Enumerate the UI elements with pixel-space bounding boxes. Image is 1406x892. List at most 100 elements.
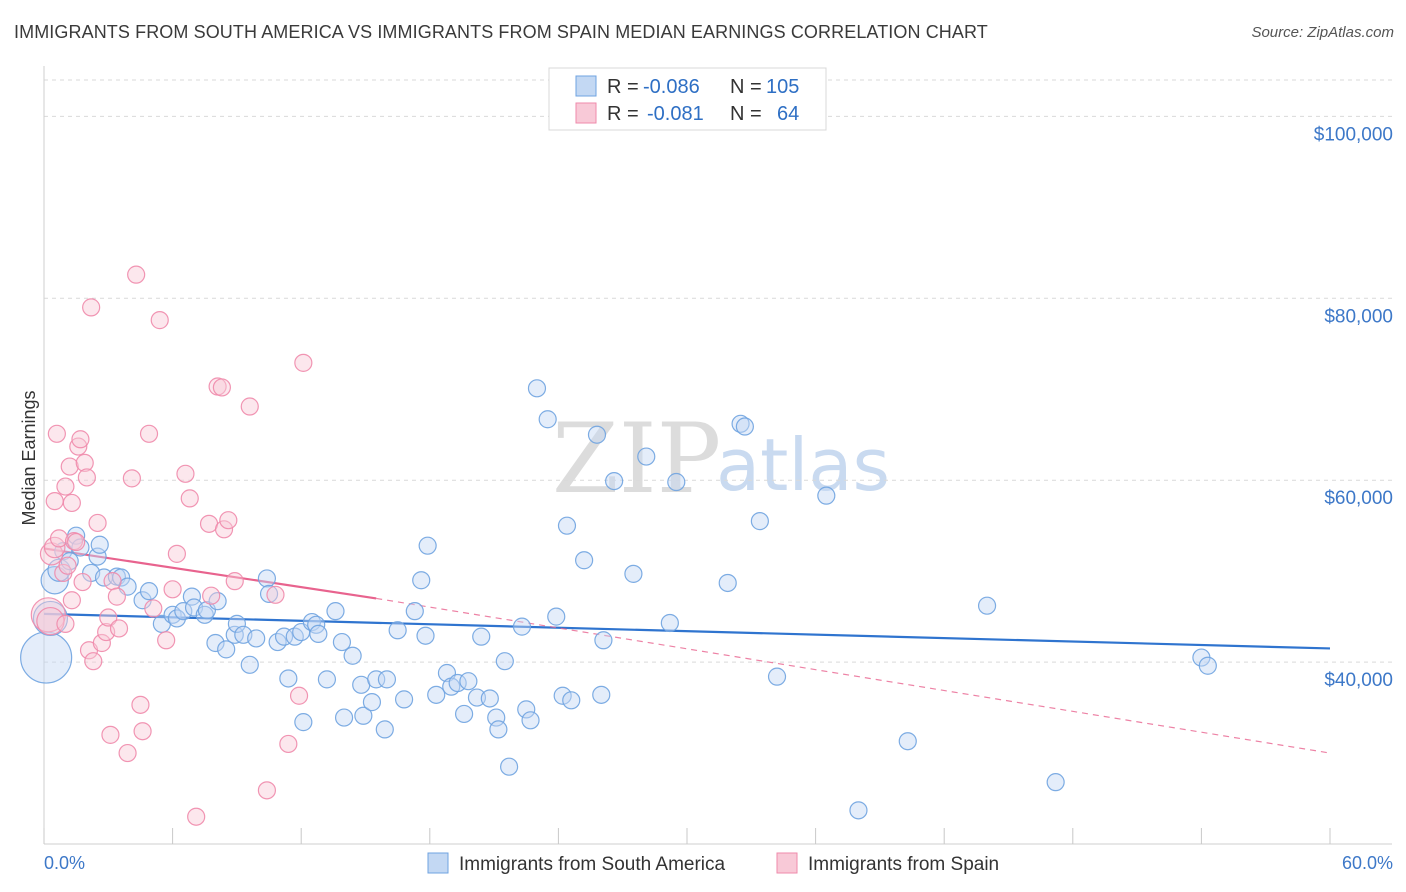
point-spain bbox=[69, 437, 88, 456]
point-spain bbox=[187, 807, 206, 826]
point-spain bbox=[47, 424, 66, 443]
point-south-america bbox=[259, 584, 279, 603]
point-spain bbox=[214, 520, 234, 539]
stats-swatch-blue bbox=[575, 75, 597, 97]
point-spain bbox=[225, 572, 244, 591]
point-spain bbox=[294, 353, 313, 372]
legend-label-south-america: Immigrants from South America bbox=[459, 854, 726, 875]
point-spain bbox=[103, 572, 122, 591]
stats-legend: R = -0.086 N = 105 R = -0.081 N = 64 bbox=[548, 67, 827, 131]
legend-swatch-south-america bbox=[427, 852, 449, 874]
point-spain bbox=[219, 511, 238, 530]
point-spain bbox=[176, 464, 195, 483]
point-spain bbox=[60, 457, 79, 476]
point-south-america bbox=[480, 689, 499, 708]
point-south-america bbox=[624, 564, 643, 583]
trend-lines bbox=[43, 547, 1331, 754]
data-points bbox=[20, 265, 1217, 826]
point-south-america bbox=[326, 602, 345, 621]
point-south-america bbox=[500, 757, 519, 776]
point-south-america bbox=[637, 447, 656, 466]
point-south-america bbox=[605, 472, 624, 491]
point-south-america bbox=[472, 627, 491, 646]
y-tick-label: $40,000 bbox=[1324, 670, 1393, 691]
point-spain bbox=[257, 781, 277, 800]
point-south-america bbox=[575, 551, 594, 570]
point-south-america bbox=[167, 609, 186, 628]
point-south-america bbox=[553, 686, 572, 705]
legend-label-spain: Immigrants from Spain bbox=[808, 854, 999, 875]
point-spain bbox=[43, 536, 66, 559]
point-south-america bbox=[88, 547, 107, 566]
point-spain bbox=[157, 631, 176, 650]
point-south-america bbox=[977, 596, 997, 615]
point-south-america bbox=[354, 706, 373, 725]
y-tick-label: $80,000 bbox=[1324, 306, 1393, 327]
point-south-america bbox=[817, 486, 836, 505]
point-south-america bbox=[467, 688, 487, 707]
point-south-america bbox=[667, 472, 686, 492]
point-spain bbox=[101, 725, 120, 744]
point-spain bbox=[240, 397, 259, 416]
point-south-america bbox=[257, 569, 277, 588]
point-south-america bbox=[538, 410, 557, 429]
point-spain bbox=[118, 743, 137, 763]
point-south-america bbox=[279, 669, 298, 688]
trend-line-south-america bbox=[43, 612, 1331, 650]
point-south-america bbox=[557, 516, 577, 535]
point-south-america bbox=[592, 685, 611, 704]
point-spain bbox=[122, 469, 141, 488]
point-south-america bbox=[388, 621, 407, 640]
series-legend: Immigrants from South America Immigrants… bbox=[427, 852, 999, 875]
point-south-america bbox=[735, 417, 754, 436]
point-spain bbox=[62, 493, 81, 513]
point-spain bbox=[180, 489, 199, 508]
gridlines bbox=[44, 79, 1392, 663]
point-south-america bbox=[416, 626, 435, 645]
point-south-america bbox=[139, 582, 159, 601]
point-south-america bbox=[332, 632, 352, 652]
point-south-america bbox=[547, 607, 566, 626]
watermark-zip: ZIP bbox=[552, 403, 721, 515]
point-south-america bbox=[20, 631, 73, 684]
point-south-america bbox=[182, 587, 201, 606]
point-spain bbox=[36, 606, 65, 636]
point-spain bbox=[107, 587, 126, 606]
point-spain bbox=[131, 695, 150, 714]
point-south-america bbox=[405, 602, 424, 621]
axes bbox=[43, 66, 1392, 845]
point-spain bbox=[49, 529, 69, 548]
point-spain bbox=[144, 599, 163, 618]
point-south-america bbox=[512, 617, 532, 636]
point-spain bbox=[139, 424, 159, 443]
point-south-america bbox=[1198, 656, 1217, 675]
point-south-america bbox=[1046, 773, 1065, 792]
tick-labels: $40,000 $60,000 $80,000 $100,000 0.0% 60.0% bbox=[44, 124, 1393, 873]
x-tick-label-max: 60.0% bbox=[1342, 853, 1393, 873]
point-spain bbox=[77, 468, 96, 487]
point-spain bbox=[84, 652, 103, 671]
point-south-america bbox=[217, 640, 236, 659]
point-south-america bbox=[898, 732, 917, 751]
point-spain bbox=[82, 298, 101, 317]
legend-swatch-spain bbox=[776, 852, 798, 874]
point-spain bbox=[99, 608, 118, 627]
source-credit: Source: ZipAtlas.com bbox=[1251, 24, 1394, 41]
point-south-america bbox=[517, 700, 536, 719]
point-spain bbox=[67, 532, 86, 552]
trend-line-spain-extension bbox=[376, 597, 1331, 754]
point-south-america bbox=[309, 624, 328, 644]
point-south-america bbox=[174, 602, 193, 621]
point-south-america bbox=[394, 690, 414, 709]
y-tick-label: $100,000 bbox=[1314, 124, 1393, 145]
point-south-america bbox=[454, 704, 474, 724]
x-tick-label-min: 0.0% bbox=[44, 853, 85, 873]
point-spain bbox=[150, 311, 169, 330]
point-south-america bbox=[227, 614, 246, 633]
stats-n-label-2: N = bbox=[730, 103, 762, 125]
point-south-america bbox=[367, 670, 386, 689]
stats-r-value-1: -0.086 bbox=[643, 76, 700, 98]
point-spain bbox=[62, 591, 81, 610]
point-spain bbox=[266, 585, 285, 604]
